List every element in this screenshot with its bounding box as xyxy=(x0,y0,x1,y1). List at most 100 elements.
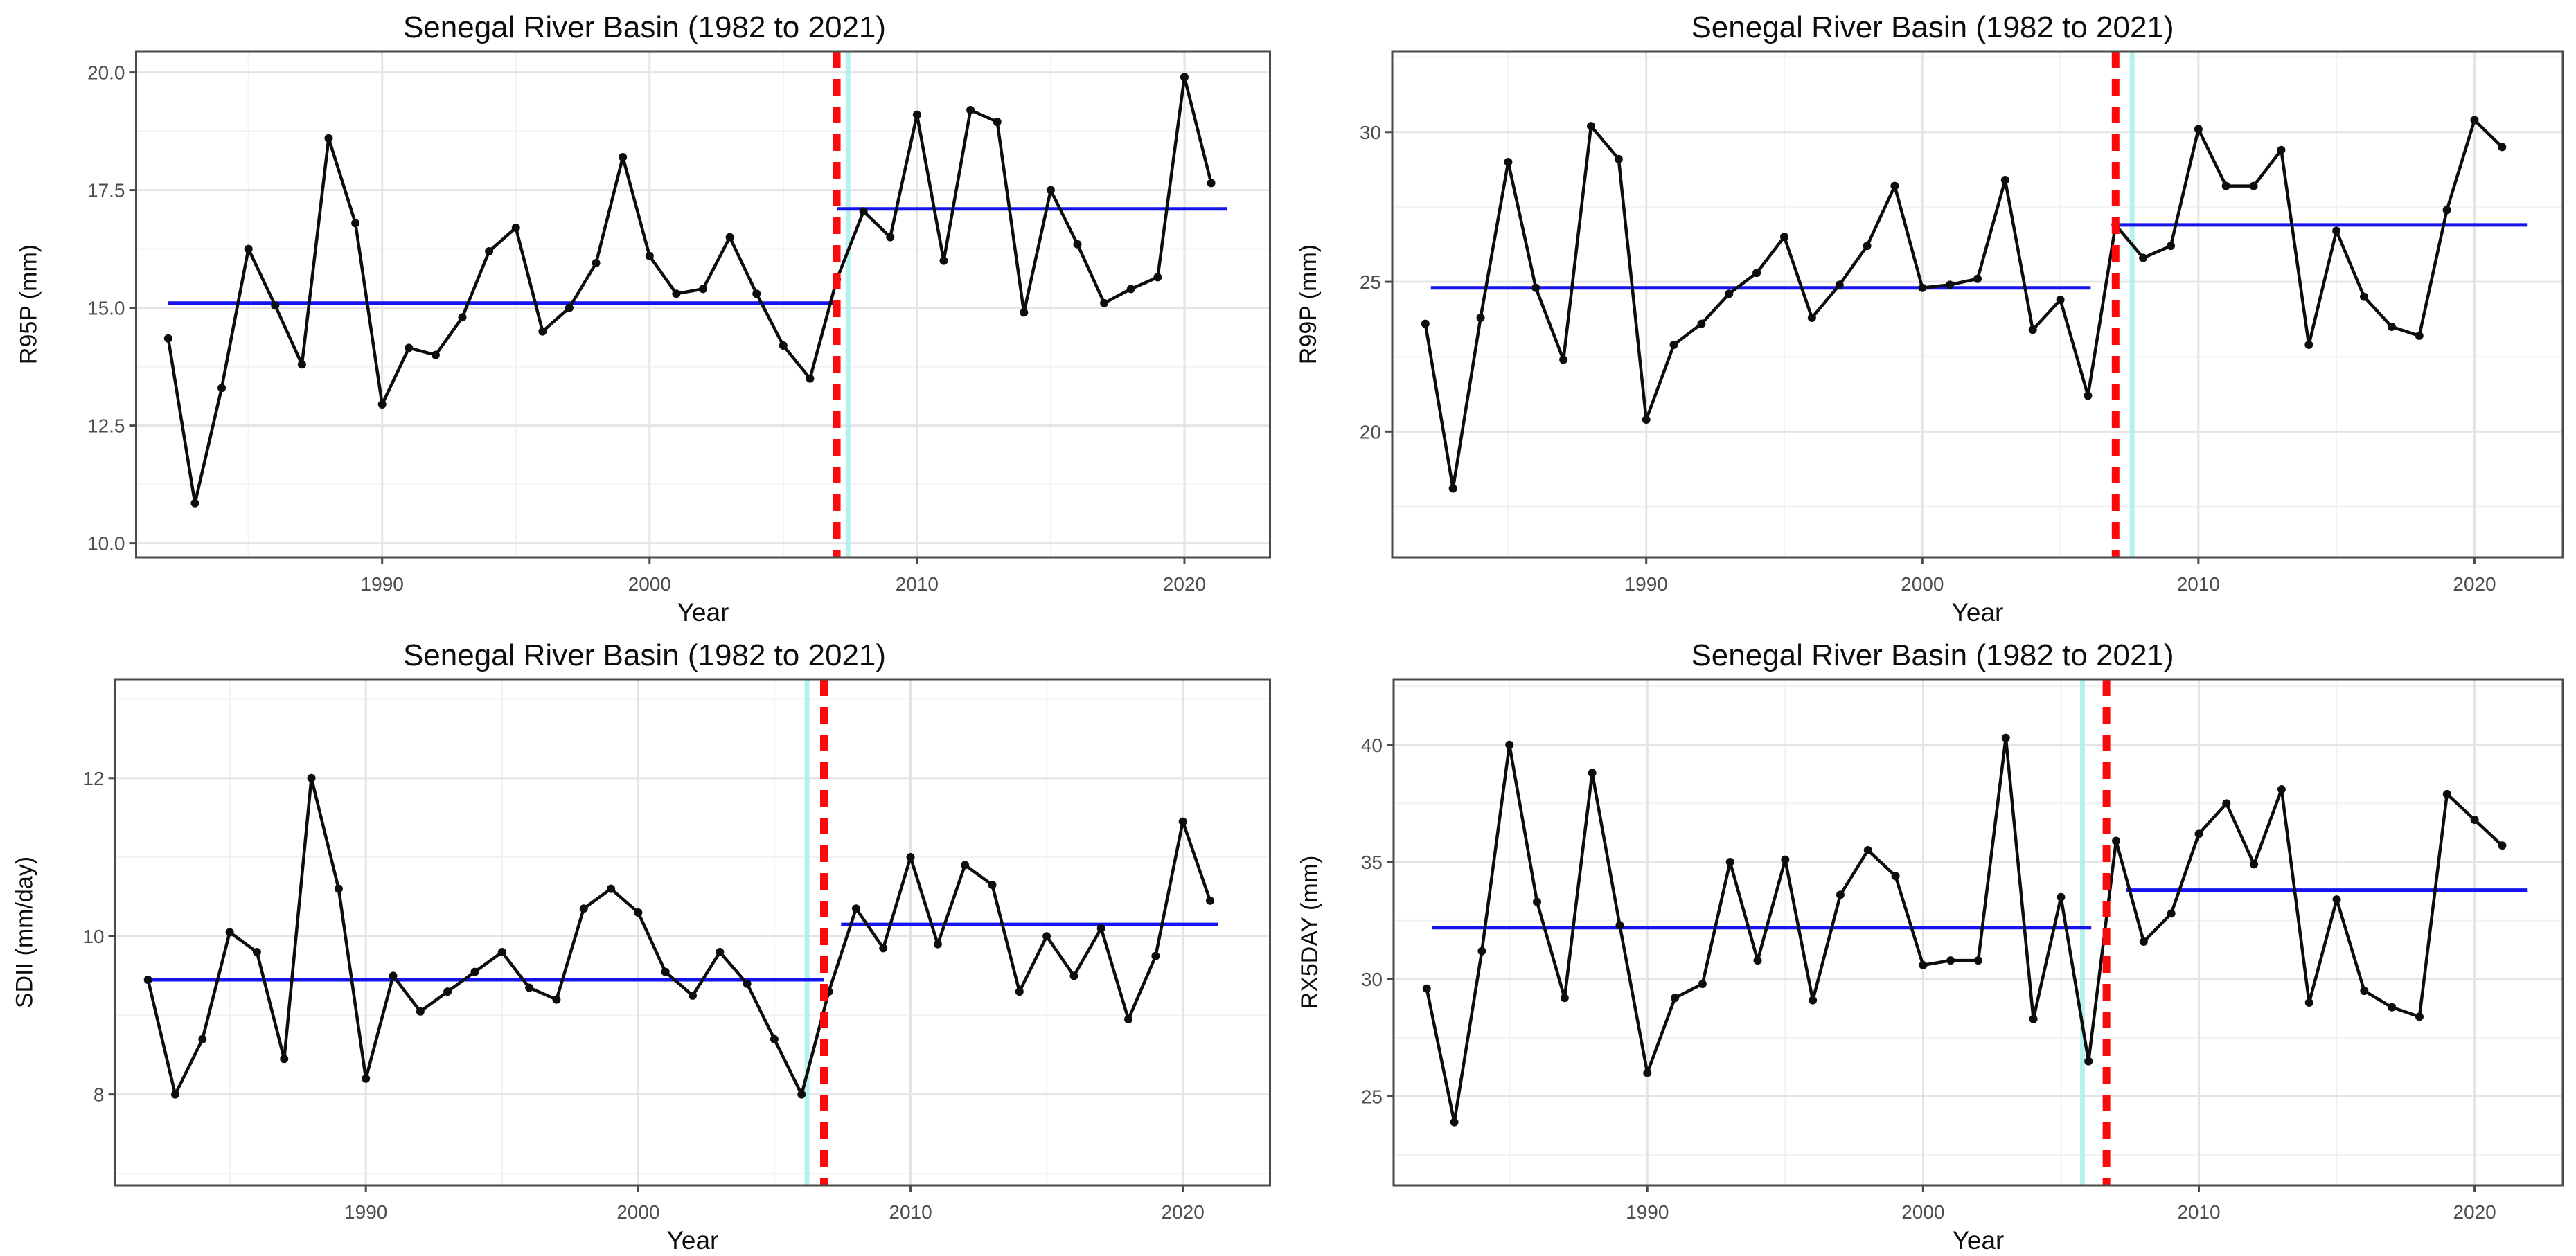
data-point xyxy=(1505,740,1514,749)
data-point xyxy=(416,1007,425,1016)
data-point xyxy=(1890,181,1899,190)
data-point xyxy=(1918,283,1927,292)
data-point xyxy=(1807,313,1816,322)
y-tick-label: 30 xyxy=(1361,969,1383,990)
data-point xyxy=(1835,280,1844,289)
data-point xyxy=(443,987,452,996)
data-point xyxy=(458,313,467,322)
data-point xyxy=(1042,932,1051,941)
data-point xyxy=(2332,895,2341,904)
chart-title: Senegal River Basin (1982 to 2021) xyxy=(403,638,886,672)
y-tick-label: 8 xyxy=(94,1084,105,1106)
data-point xyxy=(362,1074,371,1083)
data-point xyxy=(2221,181,2230,190)
data-point xyxy=(752,289,761,298)
data-point xyxy=(988,880,997,889)
data-point xyxy=(225,928,234,937)
data-point xyxy=(2056,296,2065,305)
data-point xyxy=(645,251,654,260)
data-point xyxy=(2360,292,2369,301)
data-point xyxy=(2139,253,2148,262)
data-point xyxy=(2442,789,2451,798)
x-axis-title: Year xyxy=(1952,598,2004,627)
x-tick-label: 2020 xyxy=(1163,573,1206,595)
data-point xyxy=(1178,817,1187,826)
panel-background xyxy=(115,679,1270,1185)
data-point xyxy=(1504,158,1513,167)
sdii-chart: Senegal River Basin (1982 to 2021) SDII … xyxy=(12,638,1271,1255)
data-point xyxy=(217,384,226,393)
data-point xyxy=(661,967,670,976)
data-point xyxy=(716,948,725,957)
y-tick-label: 12 xyxy=(82,768,104,789)
data-point xyxy=(538,327,547,336)
data-point xyxy=(280,1055,289,1064)
series-line xyxy=(146,776,1212,1096)
x-tick-label: 2010 xyxy=(2177,1201,2220,1223)
data-point xyxy=(198,1034,207,1043)
data-point xyxy=(2277,785,2286,794)
data-point xyxy=(851,904,860,913)
data-point xyxy=(689,991,697,1000)
data-point xyxy=(2249,181,2258,190)
data-point xyxy=(1533,897,1542,906)
data-point xyxy=(2222,799,2231,808)
data-point xyxy=(1588,769,1597,778)
panel-background xyxy=(1394,679,2563,1185)
y-axis-title: R95P (mm) xyxy=(16,244,42,364)
y-tick-label: 17.5 xyxy=(87,180,125,201)
data-point xyxy=(525,983,534,992)
data-point xyxy=(307,773,316,782)
data-point xyxy=(1891,872,1900,881)
y-tick-label: 25 xyxy=(1361,1086,1383,1107)
series-line xyxy=(1423,118,2504,490)
y-tick-label: 35 xyxy=(1361,852,1383,873)
data-point xyxy=(431,350,440,359)
y-axis-title: RX5DAY (mm) xyxy=(1297,856,1323,1010)
data-point xyxy=(271,301,280,310)
data-point xyxy=(143,976,152,985)
data-point xyxy=(2194,829,2203,838)
panel-r99p: Senegal River Basin (1982 to 2021) R99P … xyxy=(1288,0,2576,628)
data-point xyxy=(2360,987,2369,996)
y-tick-label: 25 xyxy=(1360,271,1381,293)
x-tick-label: 1990 xyxy=(1625,573,1668,595)
data-point xyxy=(2277,145,2286,154)
data-point xyxy=(2250,860,2259,869)
data-point xyxy=(2304,340,2313,349)
data-point xyxy=(170,1090,179,1099)
data-point xyxy=(607,884,616,893)
x-tick-label: 2020 xyxy=(2453,573,2496,595)
x-tick-label: 1990 xyxy=(361,573,404,595)
plot-area: 1990 2000 2010 2020 25 30 35 40 xyxy=(1361,678,2564,1223)
data-point xyxy=(1096,924,1105,933)
panel-border xyxy=(1392,678,2564,1187)
data-point xyxy=(906,852,915,861)
data-point xyxy=(1153,273,1162,282)
data-point xyxy=(497,948,506,957)
y-tick-label: 15.0 xyxy=(87,298,125,319)
y-tick-label: 10.0 xyxy=(87,533,125,555)
data-point xyxy=(1450,1118,1459,1127)
data-point xyxy=(1614,154,1623,163)
data-point xyxy=(634,908,643,917)
data-point xyxy=(1919,960,1928,969)
data-point xyxy=(2442,206,2451,215)
x-tick-label: 1990 xyxy=(344,1201,387,1223)
x-axis-title: Year xyxy=(667,1226,719,1255)
data-point xyxy=(879,944,888,953)
data-point xyxy=(2167,242,2176,251)
data-point xyxy=(2470,116,2479,125)
data-point xyxy=(324,134,333,143)
data-point xyxy=(1421,319,1430,328)
data-point xyxy=(1697,319,1706,328)
y-tick-label: 20.0 xyxy=(87,62,125,84)
data-point xyxy=(485,247,494,255)
rx5day-chart: Senegal River Basin (1982 to 2021) RX5DA… xyxy=(1297,638,2564,1255)
data-point xyxy=(1151,951,1160,960)
data-point xyxy=(1531,283,1540,292)
data-point xyxy=(2057,892,2066,901)
data-point xyxy=(1974,956,1982,965)
